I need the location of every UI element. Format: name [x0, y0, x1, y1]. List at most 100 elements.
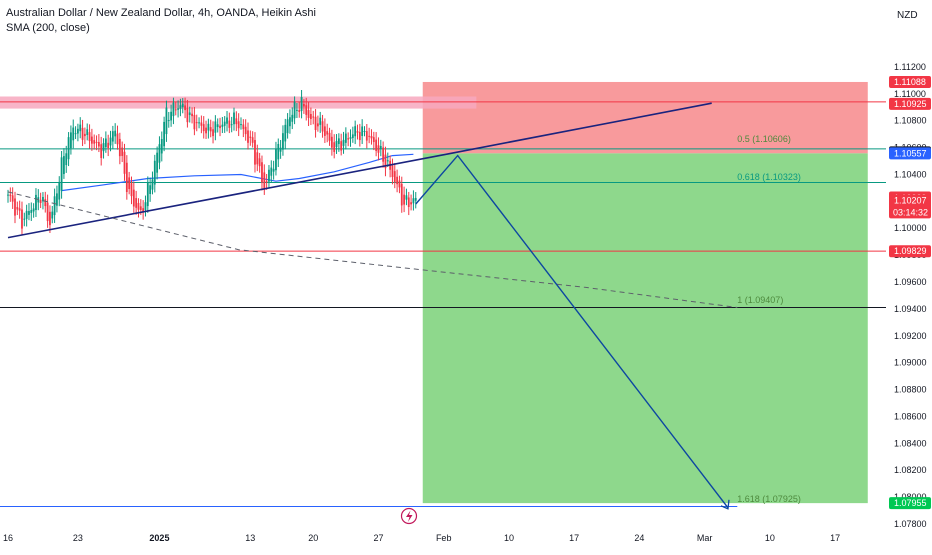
candle-body[interactable] — [60, 157, 63, 191]
candle-body[interactable] — [137, 202, 140, 210]
candle-body[interactable] — [184, 105, 186, 111]
candle-body[interactable] — [21, 209, 23, 229]
candle-body[interactable] — [130, 183, 133, 197]
candle-body[interactable] — [56, 193, 58, 206]
candle-body[interactable] — [97, 142, 100, 147]
candle-body[interactable] — [403, 194, 405, 205]
candle-body[interactable] — [63, 156, 65, 175]
candle-body[interactable] — [7, 194, 9, 196]
candle-body[interactable] — [400, 183, 403, 206]
candle-body[interactable] — [205, 127, 207, 134]
candle-body[interactable] — [118, 138, 121, 157]
candle-body[interactable] — [83, 133, 86, 137]
candle-body[interactable] — [312, 116, 315, 118]
candle-body[interactable] — [202, 124, 205, 132]
candle-body[interactable] — [249, 136, 252, 138]
candle-body[interactable] — [70, 132, 72, 149]
candle-body[interactable] — [310, 114, 312, 120]
candle-body[interactable] — [67, 137, 70, 160]
candle-body[interactable] — [107, 142, 110, 148]
candle-body[interactable] — [256, 152, 259, 165]
candle-body[interactable] — [258, 158, 261, 167]
candle-body[interactable] — [247, 130, 249, 143]
sma-200-line[interactable] — [61, 153, 414, 192]
lightning-icon[interactable] — [400, 507, 418, 525]
candle-body[interactable] — [16, 207, 19, 210]
candle-body[interactable] — [240, 124, 242, 126]
candle-body[interactable] — [393, 171, 396, 183]
candle-body[interactable] — [226, 117, 228, 124]
candle-body[interactable] — [139, 206, 142, 210]
price-badge[interactable] — [889, 497, 931, 510]
candle-body[interactable] — [167, 120, 170, 122]
candle-body[interactable] — [233, 112, 235, 125]
candle-body[interactable] — [412, 198, 415, 204]
candle-body[interactable] — [268, 169, 270, 182]
candle-body[interactable] — [81, 127, 84, 140]
candle-body[interactable] — [123, 151, 126, 174]
candle-body[interactable] — [125, 162, 128, 193]
candle-body[interactable] — [365, 131, 368, 141]
candle-body[interactable] — [296, 109, 298, 111]
candle-body[interactable] — [46, 202, 49, 222]
candle-body[interactable] — [344, 133, 347, 143]
candle-body[interactable] — [407, 197, 410, 208]
trend-line[interactable] — [7, 102, 712, 239]
stop-loss-zone[interactable] — [422, 81, 868, 154]
candle-body[interactable] — [235, 118, 238, 125]
candle-body[interactable] — [282, 133, 284, 150]
candle-body[interactable] — [90, 136, 93, 144]
candle-body[interactable] — [214, 121, 217, 133]
candle-body[interactable] — [277, 143, 280, 160]
candle-body[interactable] — [128, 177, 131, 190]
candle-body[interactable] — [114, 130, 117, 137]
candle-body[interactable] — [135, 198, 138, 208]
candle-body[interactable] — [102, 143, 105, 152]
candle-body[interactable] — [28, 211, 30, 215]
candle-body[interactable] — [165, 107, 168, 135]
candle-body[interactable] — [265, 181, 268, 183]
candle-body[interactable] — [132, 189, 135, 207]
candle-body[interactable] — [65, 153, 68, 166]
candle-body[interactable] — [263, 172, 266, 190]
candle-body[interactable] — [200, 122, 203, 126]
price-badge[interactable] — [889, 194, 931, 219]
price-badge[interactable] — [889, 75, 931, 88]
candle-body[interactable] — [361, 126, 364, 137]
candle-body[interactable] — [237, 121, 240, 129]
candle-body[interactable] — [74, 133, 77, 135]
candle-body[interactable] — [275, 148, 277, 171]
candle-body[interactable] — [86, 129, 89, 135]
indicator-label[interactable]: SMA (200, close) — [6, 22, 90, 34]
candle-body[interactable] — [221, 124, 224, 127]
candle-body[interactable] — [242, 124, 245, 130]
candle-body[interactable] — [333, 142, 336, 152]
candle-body[interactable] — [375, 139, 378, 151]
candle-body[interactable] — [186, 107, 189, 123]
candle-body[interactable] — [216, 124, 219, 128]
candle-body[interactable] — [368, 135, 371, 137]
candle-body[interactable] — [321, 121, 324, 132]
candle-body[interactable] — [314, 116, 317, 130]
price-badge[interactable] — [889, 245, 931, 258]
candle-body[interactable] — [53, 196, 56, 216]
candle-body[interactable] — [335, 140, 338, 148]
candle-body[interactable] — [104, 138, 107, 148]
candle-body[interactable] — [340, 141, 343, 151]
candle-body[interactable] — [153, 160, 156, 185]
candle-body[interactable] — [177, 108, 179, 110]
candle-body[interactable] — [351, 134, 354, 139]
candle-body[interactable] — [25, 210, 28, 219]
candle-body[interactable] — [305, 105, 308, 115]
candle-body[interactable] — [342, 139, 345, 146]
candle-body[interactable] — [209, 127, 212, 132]
candle-body[interactable] — [188, 112, 191, 115]
candle-body[interactable] — [195, 122, 198, 124]
candle-body[interactable] — [298, 109, 301, 112]
candle-body[interactable] — [79, 124, 82, 132]
candle-body[interactable] — [51, 211, 54, 219]
candle-body[interactable] — [230, 124, 233, 126]
candle-body[interactable] — [170, 111, 172, 121]
